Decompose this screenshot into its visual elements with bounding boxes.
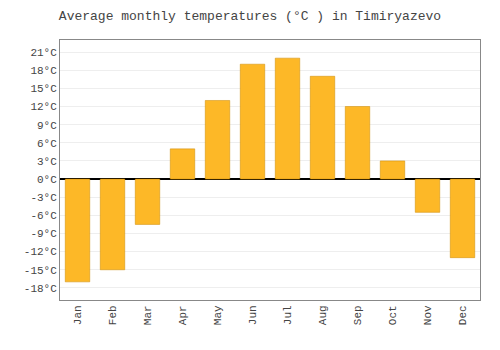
svg-text:9°C: 9°C: [37, 120, 57, 132]
svg-text:Dec: Dec: [457, 305, 469, 325]
svg-text:Aug: Aug: [317, 305, 329, 325]
svg-text:Jul: Jul: [282, 305, 294, 325]
svg-text:15°C: 15°C: [30, 83, 57, 95]
svg-text:3°C: 3°C: [37, 156, 57, 168]
svg-text:21°C: 21°C: [30, 47, 57, 59]
svg-text:0°C: 0°C: [37, 174, 57, 186]
svg-text:12°C: 12°C: [30, 101, 57, 113]
svg-text:Sep: Sep: [352, 305, 364, 325]
svg-text:-9°C: -9°C: [30, 228, 57, 240]
svg-text:-15°C: -15°C: [24, 265, 57, 277]
svg-text:May: May: [212, 305, 224, 325]
svg-text:Nov: Nov: [422, 305, 434, 325]
svg-text:-6°C: -6°C: [30, 210, 57, 222]
svg-text:Jan: Jan: [72, 305, 84, 325]
svg-text:18°C: 18°C: [30, 65, 57, 77]
svg-text:Mar: Mar: [142, 305, 154, 325]
svg-text:6°C: 6°C: [37, 138, 57, 150]
svg-text:Jun: Jun: [247, 305, 259, 325]
svg-text:-12°C: -12°C: [24, 246, 57, 258]
svg-text:Feb: Feb: [107, 305, 119, 325]
svg-text:-3°C: -3°C: [30, 192, 57, 204]
svg-text:Oct: Oct: [387, 305, 399, 325]
svg-text:-18°C: -18°C: [24, 283, 57, 295]
svg-text:Apr: Apr: [177, 305, 189, 325]
svg-text:Average monthly temperatures (: Average monthly temperatures (°C ) in Ti…: [59, 9, 441, 24]
